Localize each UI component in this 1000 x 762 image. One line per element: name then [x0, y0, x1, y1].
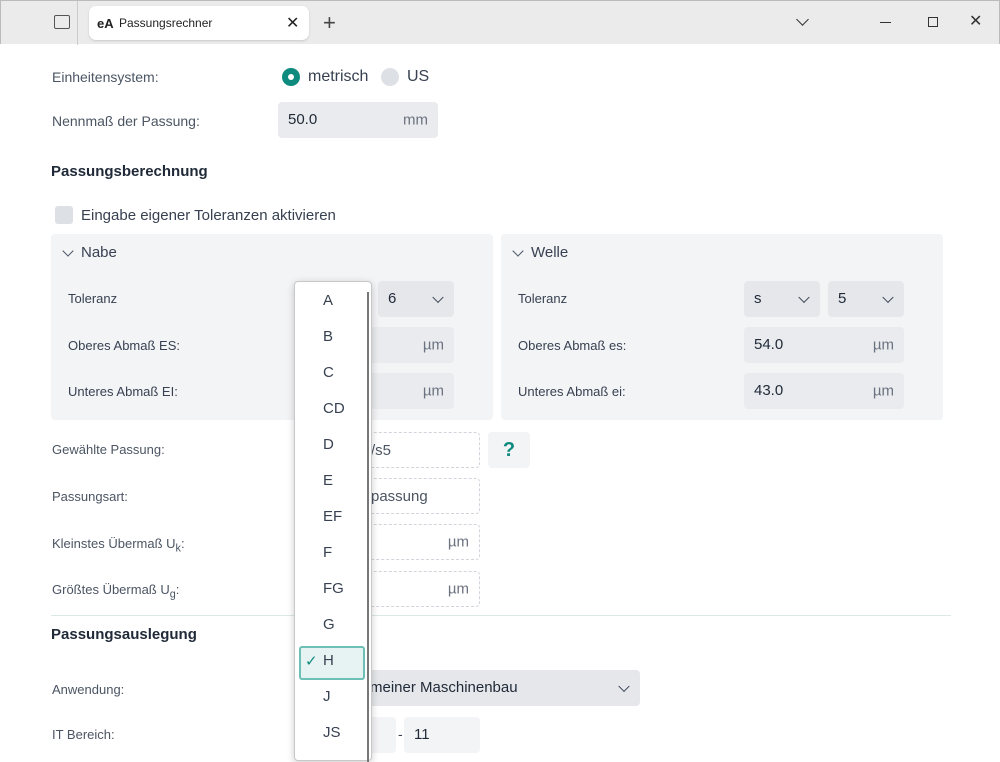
tab-actions-icon[interactable]: [54, 15, 70, 29]
it-range-label: IT Bereich:: [52, 727, 115, 742]
tolerance-letter-dropdown: A B C CD D E EF F FG G ✓ H J JS: [294, 281, 372, 762]
custom-tol-checkbox[interactable]: [55, 206, 73, 224]
nominal-label: Nennmaß der Passung:: [52, 113, 200, 129]
dropdown-item[interactable]: B: [323, 328, 334, 345]
welle-panel: Welle Toleranz s 5 Oberes Abmaß es: 54.0…: [501, 234, 943, 420]
application-label: Anwendung:: [52, 682, 125, 697]
minimize-icon[interactable]: [880, 22, 891, 23]
new-tab-icon[interactable]: +: [323, 10, 336, 35]
min-label: Kleinstes Übermaß Uk:: [52, 536, 185, 555]
dropdown-item-selected-highlight: [299, 646, 365, 680]
it-to-input[interactable]: 11: [404, 717, 480, 753]
nabe-title: Nabe: [81, 244, 117, 261]
nabe-lower-input[interactable]: µm: [361, 373, 454, 409]
dropdown-item[interactable]: EF: [323, 508, 343, 525]
dropdown-item[interactable]: D: [323, 436, 334, 453]
nominal-input[interactable]: 50.0 mm: [278, 102, 438, 138]
nabe-grade-select[interactable]: 6: [378, 281, 454, 317]
dropdown-item[interactable]: C: [323, 364, 334, 381]
dropdown-item[interactable]: F: [323, 544, 333, 561]
custom-tol-label: Eingabe eigener Toleranzen aktivieren: [81, 207, 336, 224]
welle-upper-label: Oberes Abmaß es:: [518, 338, 627, 353]
dropdown-item[interactable]: E: [323, 472, 334, 489]
chevron-down-icon[interactable]: [796, 13, 809, 26]
welle-lower-label: Unteres Abmaß ei:: [518, 384, 626, 399]
dropdown-item[interactable]: CD: [323, 400, 345, 417]
welle-tol-label: Toleranz: [518, 291, 568, 306]
tab-passungsrechner[interactable]: eA Passungsrechner ✕: [89, 6, 309, 40]
nabe-panel: Nabe Toleranz 6 Oberes Abmaß ES: µm Unte…: [51, 234, 493, 420]
app-icon: eA: [97, 16, 114, 31]
section-title-calc: Passungsberechnung: [51, 163, 208, 180]
dropdown-item[interactable]: A: [323, 292, 334, 309]
tab-bar: eA Passungsrechner ✕ + ✕: [0, 0, 1000, 45]
radio-metric[interactable]: [282, 68, 300, 86]
help-button[interactable]: ?: [488, 432, 530, 468]
welle-upper-input[interactable]: 54.0 µm: [744, 327, 904, 363]
dropdown-item[interactable]: H: [323, 652, 334, 669]
radio-us[interactable]: [381, 68, 399, 86]
divider: [51, 615, 951, 616]
welle-title: Welle: [531, 244, 569, 261]
dropdown-item[interactable]: FG: [323, 580, 344, 597]
radio-us-label: US: [407, 68, 430, 85]
welle-letter-select[interactable]: s: [744, 281, 820, 317]
nabe-collapse-icon[interactable]: [62, 245, 74, 257]
dropdown-item[interactable]: G: [323, 616, 335, 633]
dropdown-item[interactable]: J: [323, 688, 331, 705]
radio-metric-label: metrisch: [308, 68, 369, 85]
check-icon: ✓: [305, 653, 318, 670]
welle-collapse-icon[interactable]: [512, 245, 524, 257]
close-tab-icon[interactable]: ✕: [286, 15, 300, 32]
close-window-icon[interactable]: ✕: [969, 13, 983, 30]
nabe-upper-label: Oberes Abmaß ES:: [68, 338, 180, 353]
nabe-lower-label: Unteres Abmaß EI:: [68, 384, 178, 399]
units-label: Einheitensystem:: [52, 69, 159, 85]
welle-grade-select[interactable]: 5: [828, 281, 904, 317]
dropdown-scrollbar[interactable]: [367, 292, 369, 762]
maximize-icon[interactable]: [928, 17, 938, 27]
tab-title: Passungsrechner: [119, 16, 213, 30]
section-title-design: Passungsauslegung: [51, 626, 197, 643]
nabe-tol-label: Toleranz: [68, 291, 118, 306]
welle-lower-input[interactable]: 43.0 µm: [744, 373, 904, 409]
it-range-separator: -: [398, 726, 403, 742]
fit-label: Gewählte Passung:: [52, 442, 165, 457]
nabe-upper-input[interactable]: µm: [361, 327, 454, 363]
dropdown-item[interactable]: JS: [323, 724, 341, 741]
max-label: Größtes Übermaß Ug:: [52, 582, 180, 601]
type-label: Passungsart:: [52, 489, 128, 504]
